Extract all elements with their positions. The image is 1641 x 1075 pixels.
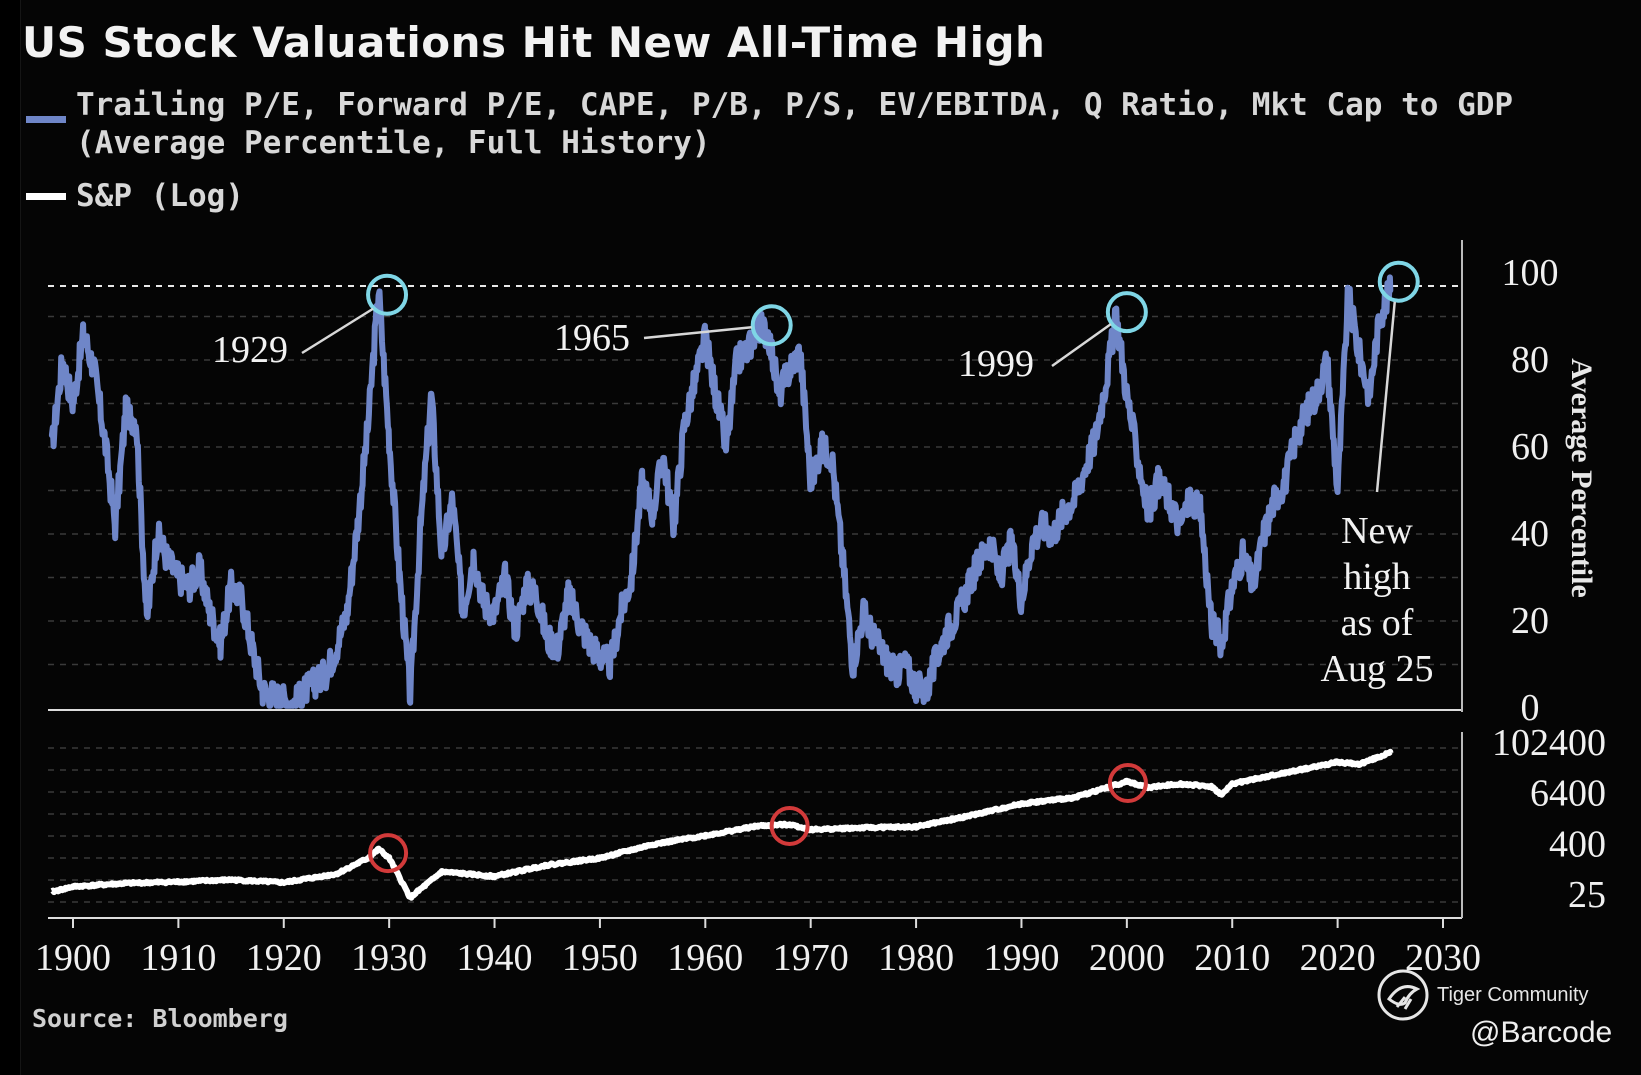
annotation-label-new-high-line: Aug 25 bbox=[1321, 648, 1434, 690]
annotation-label-1999: 1999 bbox=[958, 343, 1034, 385]
valuation-peak-marker-1 bbox=[366, 273, 409, 316]
annotation-label-1965: 1965 bbox=[554, 317, 630, 359]
valuation-y-tick-label: 100 bbox=[1502, 252, 1559, 294]
valuation-peak-marker-4 bbox=[1377, 260, 1420, 303]
sp-peak-marker-3 bbox=[1107, 763, 1148, 804]
x-tick-label: 1960 bbox=[667, 937, 743, 979]
x-tick-label: 2010 bbox=[1194, 937, 1270, 979]
legend-label-sp: S&P (Log) bbox=[76, 178, 244, 214]
sp-y-tick-label: 25 bbox=[1568, 874, 1606, 916]
x-tick-label: 2000 bbox=[1089, 937, 1165, 979]
sp-y-tick-label: 102400 bbox=[1492, 722, 1606, 764]
watermark-brand: Tiger Community bbox=[1377, 967, 1589, 1023]
valuation-y-tick-label: 40 bbox=[1511, 513, 1549, 555]
annotation-label-new-high-line: New bbox=[1341, 510, 1413, 552]
x-tick-label: 1990 bbox=[983, 937, 1059, 979]
x-tick-label: 1930 bbox=[351, 937, 427, 979]
valuation-y-tick-label: 20 bbox=[1511, 600, 1549, 642]
x-tick-label: 1940 bbox=[457, 937, 533, 979]
valuation-series bbox=[48, 274, 1394, 709]
x-tick-label: 1970 bbox=[773, 937, 849, 979]
chart-title: US Stock Valuations Hit New All-Time Hig… bbox=[22, 18, 1046, 67]
annotation-leader-1999 bbox=[1051, 323, 1112, 368]
valuation-peak-marker-3 bbox=[1105, 291, 1148, 334]
annotation-label-new-high-line: as of bbox=[1341, 602, 1414, 644]
valuation-y-axis-title: Average Percentile bbox=[1565, 358, 1598, 598]
legend-label-valuation-line1: Trailing P/E, Forward P/E, CAPE, P/B, P/… bbox=[76, 87, 1514, 123]
legend-swatch-sp bbox=[26, 193, 66, 200]
annotation-label-new-high-line: high bbox=[1343, 556, 1411, 598]
x-tick-label: 1980 bbox=[878, 937, 954, 979]
annotation-label-1929: 1929 bbox=[212, 329, 288, 371]
valuation-y-tick-label: 0 bbox=[1521, 687, 1540, 729]
x-tick-label: 2020 bbox=[1300, 937, 1376, 979]
valuation-peak-marker-2 bbox=[750, 304, 793, 347]
sp-peak-marker-1 bbox=[368, 833, 409, 874]
chart-markers bbox=[366, 260, 1420, 874]
watermark-brand-text: Tiger Community bbox=[1437, 983, 1589, 1006]
valuation-y-tick-label: 60 bbox=[1511, 426, 1549, 468]
x-tick-label: 1910 bbox=[140, 937, 216, 979]
sp-y-tick-label: 6400 bbox=[1530, 773, 1606, 815]
axes: 1900 1910 1920 1930 1940 1950 1960 1970 1980 1990… bbox=[35, 240, 1606, 979]
chart-labels: 1929 1965 1999 New high as of Aug 25 bbox=[212, 301, 1434, 690]
tiger-logo-icon bbox=[1377, 969, 1429, 1021]
legend-item-sp: S&P (Log) bbox=[26, 177, 244, 215]
legend-item-valuation: Trailing P/E, Forward P/E, CAPE, P/B, P/… bbox=[26, 86, 1513, 162]
sp-series-line bbox=[50, 748, 1394, 901]
annotation-leader-1965 bbox=[643, 325, 752, 340]
annotation-leader-1929 bbox=[301, 307, 374, 355]
sp-y-tick-label: 400 bbox=[1549, 823, 1606, 865]
valuation-series-line bbox=[48, 274, 1394, 709]
x-tick-label: 2030 bbox=[1405, 937, 1481, 979]
x-tick-label: 1920 bbox=[246, 937, 322, 979]
annotation-label-new-high: New high as of Aug 25 bbox=[1321, 510, 1434, 690]
x-tick-label: 1950 bbox=[562, 937, 638, 979]
valuation-y-tick-label: 80 bbox=[1511, 339, 1549, 381]
watermark-handle: @Barcode bbox=[1470, 1016, 1613, 1049]
source-note: Source: Bloomberg bbox=[32, 1004, 288, 1033]
legend-label-valuation-line2: (Average Percentile, Full History) bbox=[76, 125, 711, 161]
sp-series bbox=[50, 748, 1394, 901]
sp-peak-marker-2 bbox=[769, 805, 810, 846]
screenshot-frame bbox=[20, 0, 1641, 1075]
legend-swatch-valuation bbox=[26, 116, 66, 123]
annotation-leader-new-high bbox=[1375, 301, 1396, 493]
x-tick-label: 1900 bbox=[35, 937, 111, 979]
